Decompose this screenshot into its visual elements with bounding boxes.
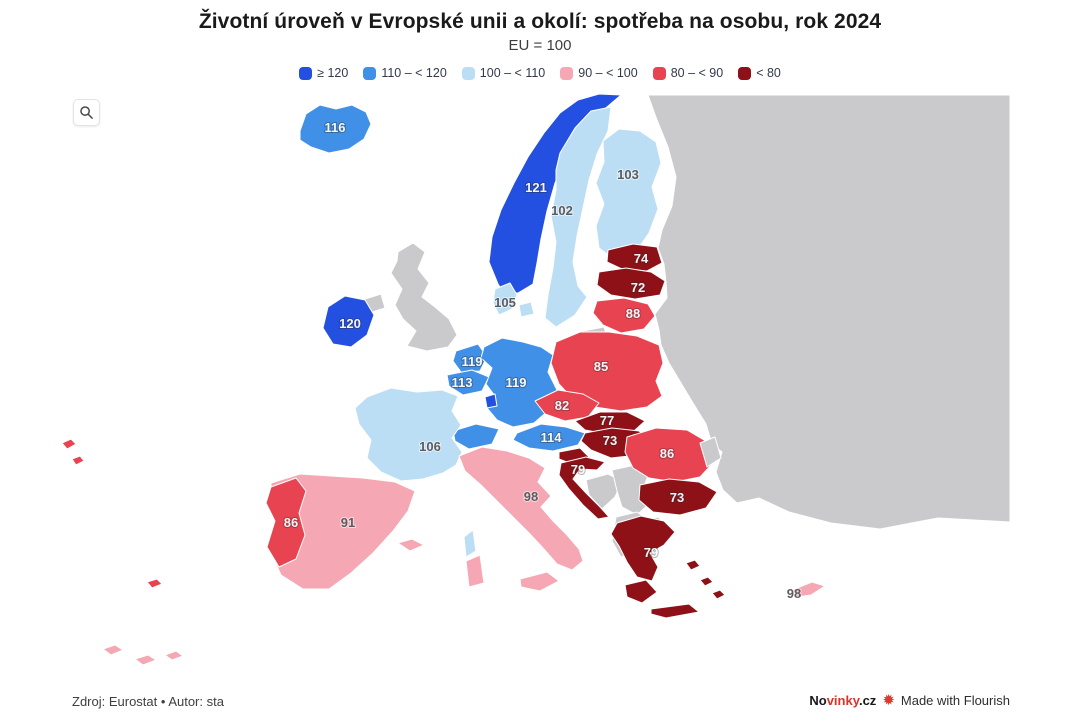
country-greece[interactable] [711,589,726,600]
country-greece[interactable] [624,579,658,604]
country-ireland[interactable] [322,295,375,348]
country-east_europe[interactable] [647,94,1011,530]
country-portugal[interactable] [61,438,77,450]
flourish-credit[interactable]: Made with Flourish [900,693,1010,708]
country-spain[interactable] [102,644,124,656]
legend-swatch [363,66,377,80]
legend-swatch [652,66,666,80]
country-iceland[interactable] [299,104,372,154]
country-italy[interactable] [465,554,485,588]
country-cyprus[interactable] [791,581,826,598]
country-moldova[interactable] [699,436,722,468]
legend-swatch [461,66,475,80]
country-slovakia[interactable] [574,411,646,435]
country-romania[interactable] [624,427,714,483]
legend-item-110-120[interactable]: 110 – < 120 [363,66,447,80]
country-spain[interactable] [134,654,157,666]
zoom-button[interactable] [73,99,100,126]
source-credit: Zdroj: Eurostat • Autor: sta [72,694,224,709]
novinky-logo[interactable]: Novinky.cz [809,693,877,708]
country-france[interactable] [354,387,463,482]
legend-item-80-90[interactable]: 80 – < 90 [652,66,724,80]
country-czechia[interactable] [534,389,600,422]
country-greece[interactable] [699,576,714,587]
country-austria[interactable] [512,423,586,452]
legend-item-ge120[interactable]: ≥ 120 [299,66,348,80]
country-poland[interactable] [550,331,664,412]
legend-label: 100 – < 110 [479,66,546,80]
country-bulgaria[interactable] [638,478,718,516]
legend-swatch [738,66,752,80]
country-greece[interactable] [650,603,700,619]
country-luxembourg[interactable] [484,393,498,409]
legend-item-100-110[interactable]: 100 – < 110 [461,66,546,80]
country-greece[interactable] [685,559,701,571]
country-lithuania[interactable] [592,297,656,334]
country-greece[interactable] [610,515,676,582]
country-spain[interactable] [397,538,425,552]
country-uk[interactable] [390,242,458,352]
flourish-flower-icon: ✹ [882,692,895,709]
legend-label: < 80 [756,66,781,80]
country-belgium[interactable] [446,369,490,396]
country-norway[interactable] [488,93,622,294]
legend-item-lt80[interactable]: < 80 [738,66,781,80]
page-subtitle: EU = 100 [508,37,572,54]
legend-label: 80 – < 90 [670,66,724,80]
country-spain[interactable] [164,650,184,661]
magnifier-icon [80,106,93,119]
country-latvia[interactable] [596,267,666,300]
country-croatia[interactable] [558,456,610,520]
country-denmark[interactable] [492,282,518,316]
country-estonia[interactable] [606,243,663,272]
country-sweden[interactable] [544,106,612,328]
country-italy[interactable] [458,446,584,571]
country-portugal[interactable] [71,455,85,466]
legend-item-90-100[interactable]: 90 – < 100 [560,66,638,80]
page-title: Životní úroveň v Evropské unii a okolí: … [198,10,882,33]
legend-swatch [560,66,574,80]
country-finland[interactable] [595,128,662,260]
country-netherlands[interactable] [452,343,488,373]
legend-swatch [299,66,313,80]
country-switzerland[interactable] [452,423,500,450]
legend-label: ≥ 120 [317,66,349,80]
country-western_balkans[interactable] [585,473,623,510]
legend: ≥ 120 110 – < 120 100 – < 110 90 – < 100 80 … [0,66,1080,80]
country-france[interactable] [463,529,477,558]
legend-label: 110 – < 120 [381,66,447,80]
country-portugal[interactable] [265,477,307,568]
country-denmark[interactable] [518,301,535,318]
country-italy[interactable] [519,571,560,592]
country-portugal[interactable] [146,578,163,589]
legend-label: 90 – < 100 [578,66,638,80]
